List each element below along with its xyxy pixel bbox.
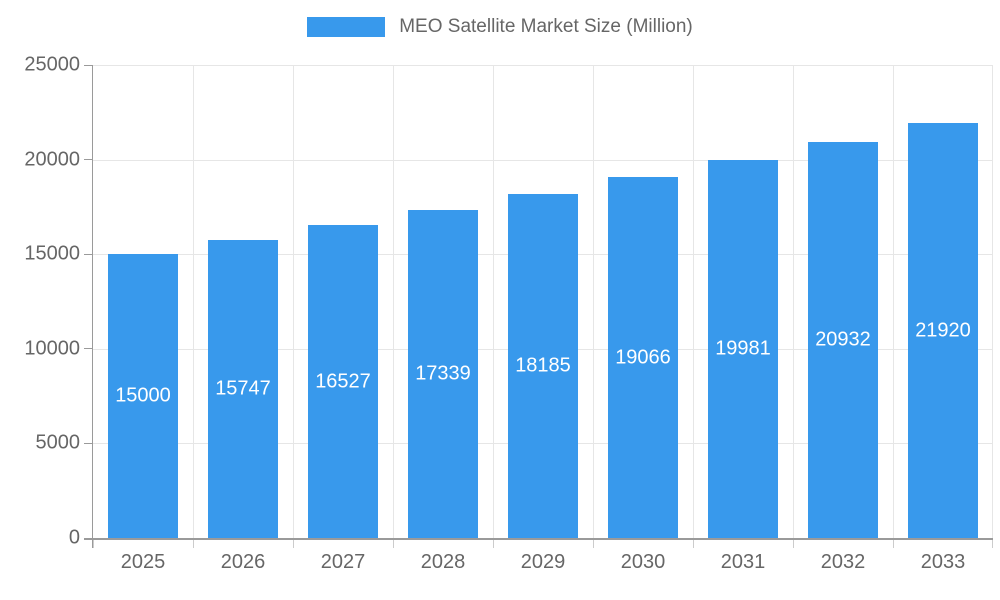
- v-gridline: [393, 65, 394, 538]
- x-axis-label: 2029: [520, 551, 566, 573]
- y-axis-label: 5000: [35, 431, 81, 454]
- x-axis: [84, 538, 993, 540]
- x-tick-mark: [992, 538, 993, 548]
- bar-value-label: 15747: [215, 377, 271, 400]
- x-axis-label: 2025: [120, 551, 166, 573]
- plot-area: 0 5000 10000 15000 20000 25000 15000 2025 15747 2…: [24, 54, 993, 573]
- legend-color-swatch: [307, 17, 386, 37]
- bar-2025[interactable]: [108, 254, 178, 538]
- bar-2028[interactable]: [408, 209, 478, 538]
- x-tick-mark: [693, 538, 694, 548]
- x-tick-mark: [93, 538, 94, 548]
- bar-2026[interactable]: [208, 240, 278, 538]
- legend-label: MEO Satellite Market Size (Million): [399, 16, 693, 37]
- y-tick-mark: [84, 253, 93, 255]
- bar-2030[interactable]: [608, 177, 678, 538]
- x-axis-label: 2032: [820, 551, 866, 573]
- y-tick-mark: [84, 159, 93, 161]
- x-tick-mark: [393, 538, 394, 548]
- x-tick-mark: [893, 538, 894, 548]
- v-gridline: [593, 65, 594, 538]
- x-tick-mark: [593, 538, 594, 548]
- x-tick-mark: [193, 538, 194, 548]
- bar-2033[interactable]: [908, 123, 978, 538]
- x-axis-label: 2026: [220, 551, 266, 573]
- y-tick-mark: [84, 348, 93, 350]
- bar-value-label: 17339: [415, 362, 471, 385]
- x-axis-label: 2031: [720, 551, 766, 573]
- y-axis-label: 15000: [24, 242, 80, 265]
- y-axis-label: 10000: [24, 337, 80, 360]
- bar-value-label: 21920: [915, 319, 971, 342]
- x-axis-label: 2028: [420, 551, 466, 573]
- h-gridline: [93, 65, 993, 66]
- x-tick-mark: [293, 538, 294, 548]
- v-gridline: [793, 65, 794, 538]
- y-tick-mark: [84, 64, 93, 66]
- v-gridline: [693, 65, 694, 538]
- bar-2029[interactable]: [508, 193, 578, 538]
- y-axis-label: 25000: [24, 53, 80, 76]
- y-axis: [91, 65, 93, 548]
- v-gridline: [893, 65, 894, 538]
- bar-value-label: 15000: [115, 384, 171, 407]
- h-gridline: [93, 159, 993, 161]
- bar-2027[interactable]: [308, 225, 378, 538]
- bar-2032[interactable]: [808, 141, 878, 538]
- v-gridline: [193, 65, 194, 538]
- y-axis-label: 20000: [24, 148, 80, 171]
- x-axis-label: 2033: [920, 551, 966, 573]
- v-gridline: [493, 65, 494, 538]
- bar-value-label: 16527: [315, 370, 371, 393]
- x-tick-mark: [793, 538, 794, 548]
- bar-2031[interactable]: [708, 159, 778, 538]
- legend-item[interactable]: MEO Satellite Market Size (Million): [0, 16, 1000, 38]
- x-axis-label: 2030: [620, 551, 666, 573]
- bar-value-label: 20932: [815, 328, 871, 351]
- y-axis-label: 0: [68, 526, 80, 549]
- v-gridline: [992, 65, 993, 538]
- x-axis-label: 2027: [320, 551, 366, 573]
- bar-value-label: 19981: [715, 337, 771, 360]
- bar-value-label: 19066: [615, 346, 671, 369]
- v-gridline: [293, 65, 294, 538]
- y-tick-mark: [84, 442, 93, 444]
- x-tick-mark: [493, 538, 494, 548]
- bar-value-label: 18185: [515, 354, 571, 377]
